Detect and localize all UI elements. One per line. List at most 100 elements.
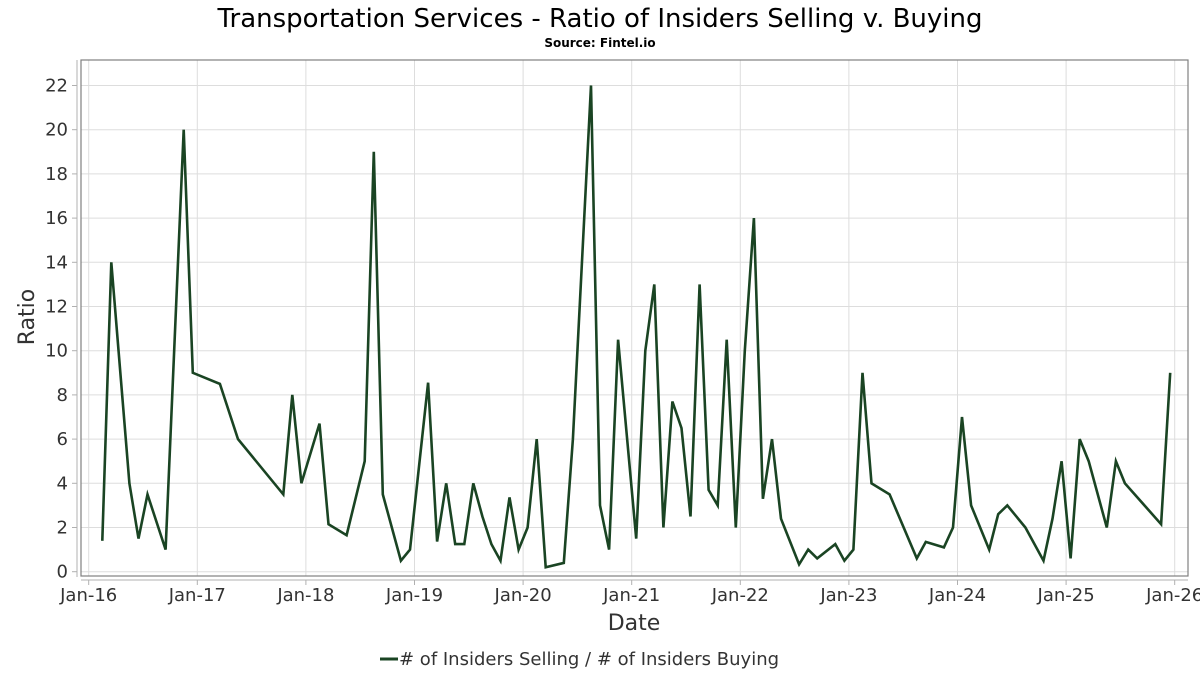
data-point [317,421,323,427]
data-point [941,544,947,550]
data-point [181,127,187,133]
x-tick-label: Jan-26 [1145,585,1200,606]
data-point [923,539,929,545]
data-point [742,348,748,354]
legend[interactable]: # of Insiders Selling / # of Insiders Bu… [380,649,779,670]
data-point [1167,370,1173,376]
x-tick-label: Jan-19 [385,585,443,606]
data-point [769,436,775,442]
data-point [380,491,386,497]
data-point [914,555,920,561]
data-point [814,555,820,561]
y-tick-label: 16 [45,208,68,229]
data-point [525,525,531,531]
x-tick-label: Jan-23 [819,585,877,606]
data-point [136,536,142,542]
data-point [1086,458,1092,464]
data-point [778,516,784,522]
y-tick-label: 10 [45,341,68,362]
y-tick-label: 8 [57,385,68,406]
data-point [534,436,540,442]
data-point [642,348,648,354]
data-point [606,547,612,553]
data-point [950,525,956,531]
data-point [1059,458,1065,464]
data-point [995,511,1001,517]
data-point [407,547,413,553]
data-point [298,480,304,486]
data-point [570,436,576,442]
x-tick-label: Jan-17 [168,585,226,606]
data-point [470,480,476,486]
x-tick-label: Jan-24 [928,585,986,606]
x-axis-title: Date [608,611,661,636]
data-point [99,538,105,544]
plot-frame [80,59,1189,577]
chart-title: Transportation Services - Ratio of Insid… [216,4,982,34]
data-point [1022,525,1028,531]
x-tick-label: Jan-20 [494,585,552,606]
data-point [887,491,893,497]
data-point [706,487,712,493]
x-tick-label: Jan-25 [1037,585,1095,606]
data-point [434,539,440,545]
y-tick-label: 22 [45,76,68,97]
y-tick-label: 20 [45,120,68,141]
data-point [1104,525,1110,531]
data-point [190,370,196,376]
y-tick-labels: 0 2 4 6 8 10 12 14 16 18 20 22 [45,76,68,583]
data-point [398,558,404,564]
data-point [959,414,965,420]
data-point [326,521,332,527]
x-tick-label: Jan-22 [711,585,769,606]
data-point [1041,558,1047,564]
data-point [163,547,169,553]
data-point [724,337,730,343]
y-tick-label: 18 [45,164,68,185]
data-point [344,532,350,538]
x-tick-label: Jan-21 [602,585,660,606]
data-point [588,83,594,89]
x-tick-labels: Jan-16 Jan-17 Jan-18 Jan-19 Jan-20 Jan-21 Jan-… [59,585,1200,606]
data-point [1158,521,1164,527]
data-point [669,399,675,405]
data-point [805,547,811,553]
data-point [832,541,838,547]
data-point [452,541,458,547]
data-point [869,480,875,486]
data-point [516,547,522,553]
y-tick-label: 4 [57,473,68,494]
data-point [986,547,992,553]
chart-subtitle: Source: Fintel.io [544,36,655,50]
data-point [688,514,694,520]
data-point [597,502,603,508]
data-point [1113,458,1119,464]
axes [72,60,1188,585]
y-tick-label: 14 [45,252,68,273]
data-point [561,560,567,566]
data-point [1122,480,1128,486]
data-point [145,491,151,497]
data-point [371,149,377,155]
data-point [280,491,286,497]
data-point [488,541,494,547]
y-tick-label: 12 [45,297,68,318]
data-point [715,502,721,508]
data-point [651,281,657,287]
x-tick-label: Jan-16 [59,585,117,606]
data-point [498,558,504,564]
gridlines [81,60,1188,576]
data-point [733,525,739,531]
data-point [1004,502,1010,508]
data-point [1068,555,1074,561]
data-point [850,547,856,553]
series-line [101,85,1172,569]
data-point [968,502,974,508]
data-point [362,458,368,464]
legend-label: # of Insiders Selling / # of Insiders Bu… [399,649,779,670]
data-point [479,514,485,520]
data-point [507,494,513,500]
data-point [235,436,241,442]
data-point [841,558,847,564]
